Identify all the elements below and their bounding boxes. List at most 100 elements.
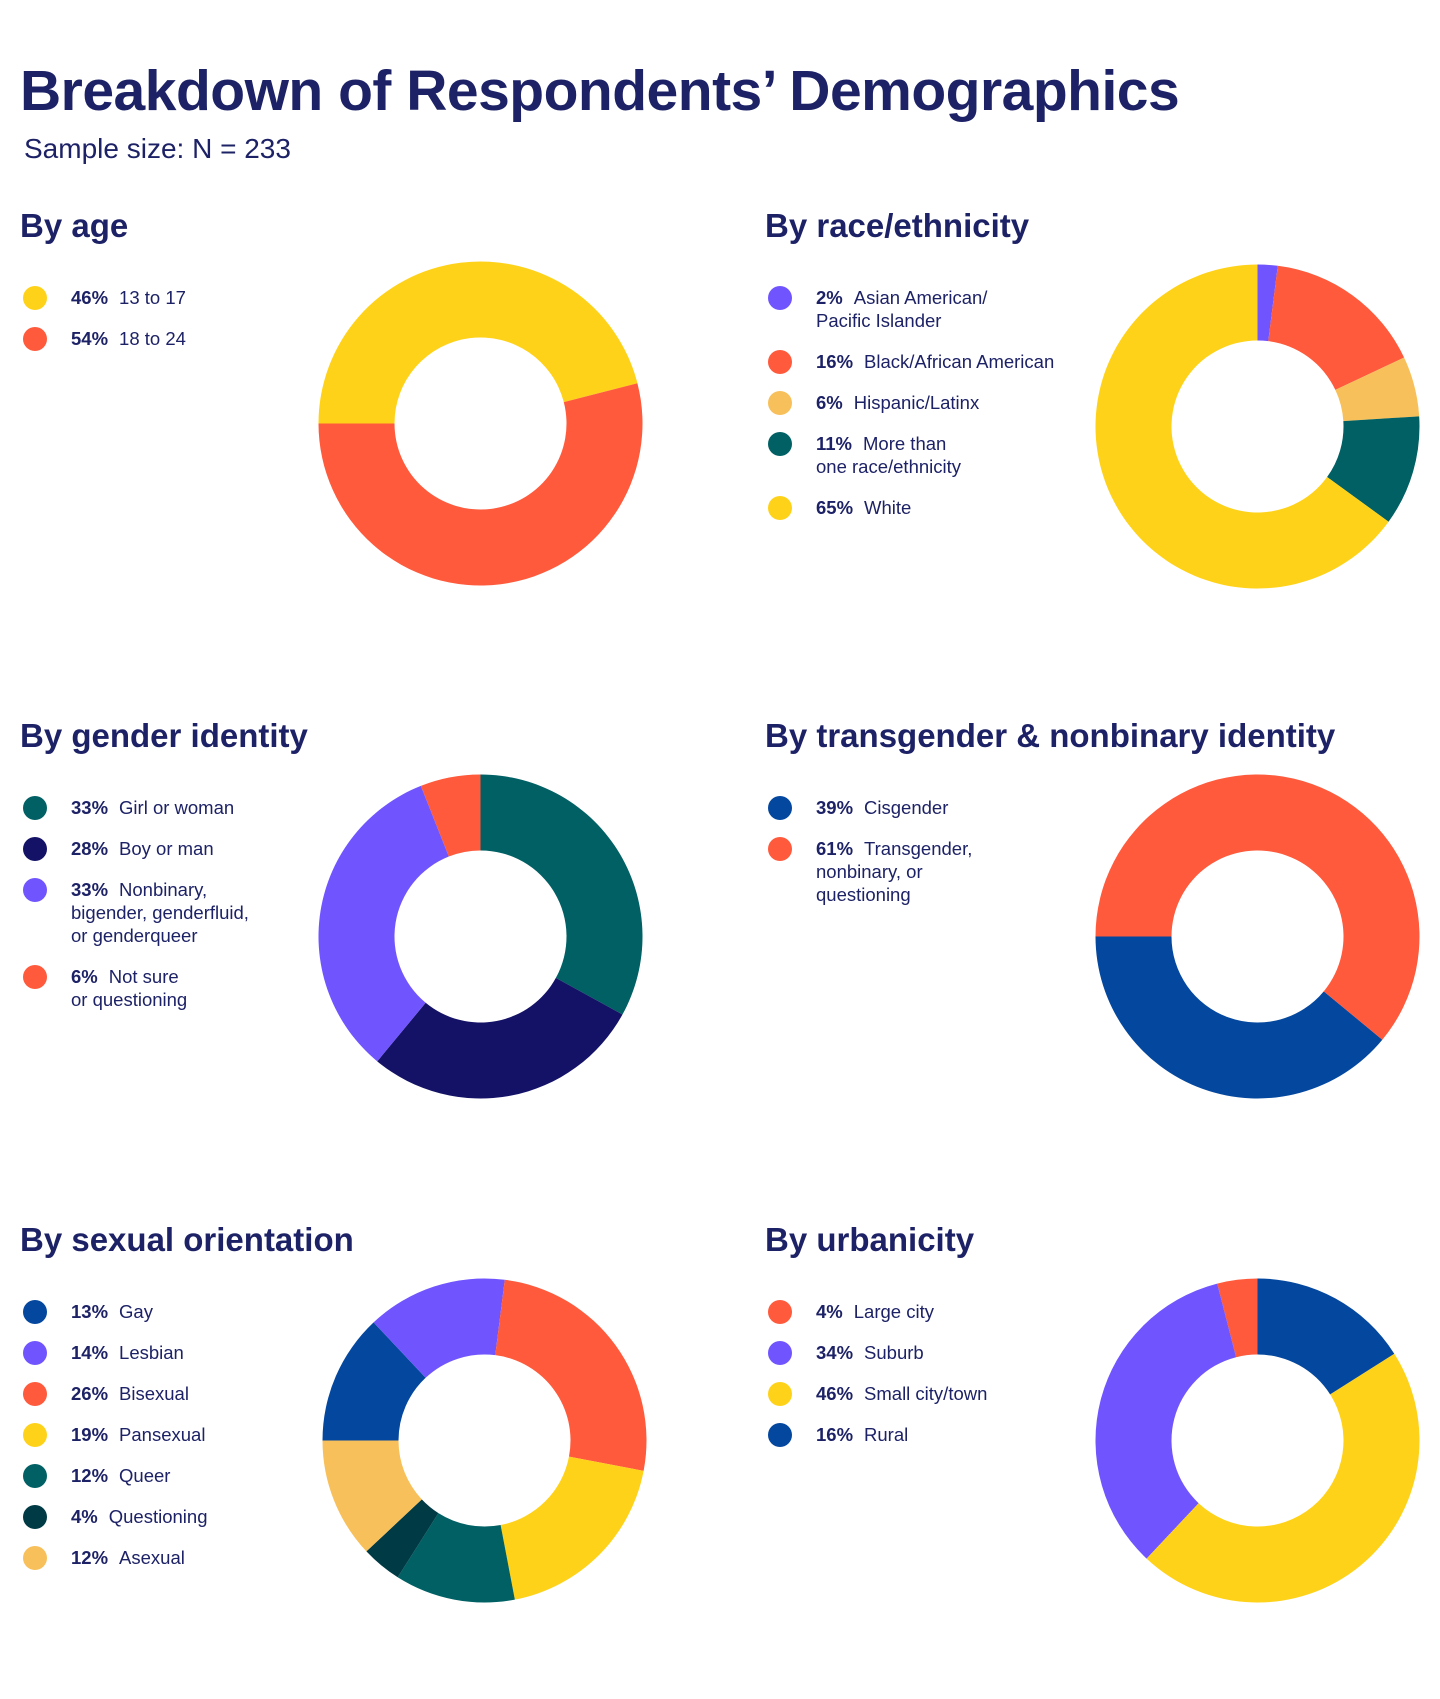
legend-item-large-city: 4% Large city: [767, 1300, 1067, 1324]
legend-swatch: [23, 878, 47, 902]
legend-label: Questioning: [108, 1506, 208, 1527]
legend-swatch: [23, 1341, 47, 1365]
legend-label: 18 to 24: [119, 328, 186, 349]
legend-item-pansexual: 19% Pansexual: [22, 1423, 322, 1447]
legend-swatch: [23, 965, 47, 989]
legend-label: Cisgender: [864, 797, 949, 818]
donut-slice-small-city-town: [1146, 1353, 1420, 1603]
legend-label: More than one race/ethnicity: [816, 433, 962, 477]
legend-swatch: [768, 837, 792, 861]
legend-swatch: [23, 1546, 47, 1570]
section-title: By transgender & nonbinary identity: [765, 717, 1336, 754]
donut-chart: [1095, 774, 1420, 1099]
legend-percent: 11%: [816, 433, 853, 454]
legend-percent: 14%: [71, 1342, 109, 1363]
legend-swatch: [768, 286, 792, 310]
legend-swatch: [23, 1505, 47, 1529]
donut-slice-girl-or-woman: [480, 774, 643, 1015]
legend-swatch: [768, 391, 792, 415]
donut-slice-rural: [1257, 1278, 1395, 1395]
legend-swatch: [768, 1300, 792, 1324]
legend-item-18-to-24: 54% 18 to 24: [22, 327, 322, 351]
legend-percent: 13%: [71, 1301, 109, 1322]
legend-label: Pansexual: [119, 1424, 206, 1445]
legend-label: Asexual: [119, 1547, 185, 1568]
section-title: By age: [20, 207, 129, 244]
legend: 33% Girl or woman 28% Boy or man 33% Nonbinar…: [22, 796, 322, 1029]
legend-label: Lesbian: [119, 1342, 184, 1363]
legend-swatch: [768, 796, 792, 820]
legend-label: Nonbinary, bigender, genderfluid, or gen…: [71, 879, 249, 946]
legend-percent: 26%: [71, 1383, 109, 1404]
donut-slice-nonbinary-bigender-genderfluid-or-genderqueer: [318, 785, 449, 1062]
donut-slice-asexual: [322, 1440, 422, 1552]
donut-chart: [318, 261, 643, 586]
section-by-transgender-nonbinary-identity: By transgender & nonbinary identity 39% C…: [765, 716, 1440, 1186]
section-by-urbanicity: By urbanicity 4% Large city 34% Suburb 46% Sm…: [765, 1220, 1440, 1690]
section-by-sexual-orientation: By sexual orientation 13% Gay 14% Lesbian 26…: [20, 1220, 740, 1690]
legend-item-nonbinary-bigender-genderfluid-or-genderqueer: 33% Nonbinary, bigender, genderfluid, or …: [22, 878, 322, 947]
donut-slice-not-sure-or-questioning: [420, 774, 481, 857]
section-title: By sexual orientation: [20, 1221, 354, 1258]
section-by-race-ethnicity: By race/ethnicity 2% Asian American/ Paci…: [765, 206, 1440, 676]
legend-label: Bisexual: [119, 1383, 189, 1404]
donut-slice-boy-or-man: [377, 977, 623, 1099]
legend-percent: 46%: [816, 1383, 854, 1404]
legend-swatch: [768, 1423, 792, 1447]
donut-slice-questioning: [366, 1499, 439, 1578]
legend-item-rural: 16% Rural: [767, 1423, 1067, 1447]
legend-label: Large city: [853, 1301, 934, 1322]
donut-slice-queer: [397, 1513, 515, 1603]
legend-item-cisgender: 39% Cisgender: [767, 796, 1067, 820]
section-by-age: By age 46% 13 to 17 54% 18 to 24: [20, 206, 740, 676]
legend-swatch: [23, 837, 47, 861]
legend-percent: 46%: [71, 287, 109, 308]
legend: 4% Large city 34% Suburb 46% Small city/town 1…: [767, 1300, 1067, 1464]
legend-item-lesbian: 14% Lesbian: [22, 1341, 322, 1365]
legend-percent: 16%: [816, 1424, 854, 1445]
donut-slice-suburb: [1095, 1283, 1237, 1559]
section-title: By urbanicity: [765, 1221, 975, 1258]
legend-swatch: [23, 286, 47, 310]
legend-item-bisexual: 26% Bisexual: [22, 1382, 322, 1406]
legend-percent: 33%: [71, 797, 109, 818]
legend-percent: 12%: [71, 1547, 109, 1568]
legend-item-gay: 13% Gay: [22, 1300, 322, 1324]
section-title: By race/ethnicity: [765, 207, 1030, 244]
legend-swatch: [768, 1341, 792, 1365]
legend-swatch: [768, 1382, 792, 1406]
legend-label: Hispanic/Latinx: [853, 392, 980, 413]
legend: 13% Gay 14% Lesbian 26% Bisexual 19% Pansexual 1…: [22, 1300, 322, 1587]
legend-label: Transgender, nonbinary, or questioning: [816, 838, 973, 905]
donut-slice-gay: [322, 1322, 426, 1441]
legend-percent: 4%: [816, 1301, 843, 1322]
donut-slice-asian-american-pacific-islander: [1257, 264, 1278, 342]
legend-percent: 19%: [71, 1424, 109, 1445]
donut-slice-large-city: [1217, 1278, 1258, 1358]
donut-slice-transgender-nonbinary-or-questioning: [1095, 774, 1420, 1040]
legend-item-not-sure-or-questioning: 6% Not sure or questioning: [22, 965, 322, 1011]
legend-percent: 6%: [816, 392, 843, 413]
legend-label: 13 to 17: [119, 287, 186, 308]
legend-item-girl-or-woman: 33% Girl or woman: [22, 796, 322, 820]
legend-swatch: [23, 327, 47, 351]
legend-item-asexual: 12% Asexual: [22, 1546, 322, 1570]
donut-slice-lesbian: [373, 1278, 505, 1378]
legend-label: White: [864, 497, 912, 518]
legend-label: Queer: [119, 1465, 171, 1486]
donut-slice-more-than-one-race-ethnicity: [1327, 416, 1420, 522]
legend: 39% Cisgender 61% Transgender, nonbinary, o…: [767, 796, 1067, 924]
donut-slice-bisexual: [495, 1279, 647, 1471]
legend-percent: 12%: [71, 1465, 109, 1486]
legend-label: Rural: [864, 1424, 909, 1445]
sample-size-subtitle: Sample size: N = 233: [24, 133, 291, 164]
donut-chart: [1095, 1278, 1420, 1603]
legend-percent: 61%: [816, 838, 854, 859]
legend-label: Boy or man: [119, 838, 214, 859]
donut-slice-18-to-24: [318, 383, 643, 586]
legend-swatch: [23, 796, 47, 820]
legend-swatch: [23, 1300, 47, 1324]
donut-slice-13-to-17: [318, 261, 638, 424]
legend-swatch: [768, 432, 792, 456]
legend-item-white: 65% White: [767, 496, 1067, 520]
